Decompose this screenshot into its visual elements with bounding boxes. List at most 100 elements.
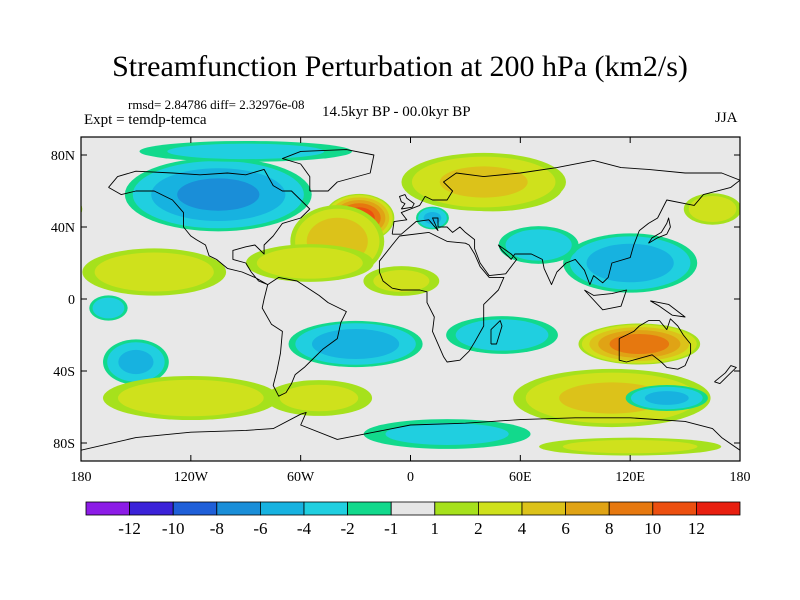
colorbar-label: 2 [474,519,483,538]
colorbar-swatch [608,501,654,516]
colorbar-label: -8 [210,519,224,538]
colorbar-swatch [303,501,348,516]
coastline-eurasia [391,159,740,286]
contour-level [311,328,400,360]
anomaly-south-pacific-ridge [102,376,279,420]
anomaly-southern-atlantic-low [288,320,423,368]
anomaly-field [81,140,740,456]
coastline-south-america [261,276,347,397]
contour-level [94,252,214,292]
anomaly-south-indian-ridge [513,368,711,428]
coastline-japan [648,217,671,244]
lon-tick-label: 60E [509,470,532,485]
contour-level [385,422,509,446]
anomaly-antarctic-low [363,419,531,449]
colorbar-label: -4 [297,519,312,538]
colorbar-label: 1 [431,519,440,538]
anomaly-australia-high [578,323,701,365]
colorbar-swatch [129,501,174,516]
period-label: 14.5kyr BP - 00.0kyr BP [322,104,471,120]
anomaly-eurasia-ridge [401,152,566,212]
colorbar-swatch [172,501,218,516]
colorbar-swatch [652,501,697,516]
anomaly-arctic-low [139,140,352,162]
anomaly-east-atlantic-tail [363,266,440,296]
contour-level [586,243,674,283]
colorbar-swatch [259,501,305,516]
contour-level [644,391,689,405]
colorbar-swatch [434,501,479,516]
contour-level [455,319,549,351]
anomaly-north-america-low [124,157,312,232]
coastline-british-isles [399,194,415,210]
contour-level [505,229,572,261]
lat-tick-label: 40N [51,221,75,236]
contour-level [609,333,670,355]
anomaly-mid-atlantic-ridge [245,244,374,282]
anomaly-central-asia-low [498,226,579,264]
anomaly-south-america-ridge [265,380,373,416]
season-label: JJA [715,110,738,126]
experiment-label: Expt = temdp-temca [84,112,207,128]
colorbar-label: -12 [118,519,141,538]
colorbar-swatch [565,501,610,516]
anomaly-south-pacific-low [103,339,169,385]
colorbar-label: -10 [162,519,185,538]
coastline-africa [378,231,505,363]
contour-level [439,166,528,198]
contour-level [177,178,260,211]
contour-level [92,297,125,319]
coastline-borneo-sumatra [584,289,627,311]
contour-level [117,379,264,417]
coastline-new-guinea [650,300,686,318]
lat-tick-label: 40S [53,365,75,380]
colorbar-swatch [390,501,436,516]
lat-tick-label: 80N [51,149,75,164]
colorbar-swatch [696,501,741,516]
colorbar-label: 10 [644,519,661,538]
contour-level [118,349,154,375]
colorbar-swatch [477,501,523,516]
lon-tick-label: 120W [174,470,209,485]
colorbar-swatch [216,501,261,516]
colorbar-label: -6 [253,519,267,538]
coastlines [81,149,740,451]
colorbar-swatch [85,501,130,516]
colorbar-swatch [521,501,566,516]
colorbar-swatch [347,501,392,516]
colorbar-label: 6 [561,519,570,538]
contour-level [373,269,430,293]
anomaly-south-indian-low [446,316,558,354]
anomaly-antarctic-ridge [539,437,722,456]
colorbar-label: -2 [341,519,355,538]
lon-tick-label: 60W [287,470,315,485]
coastline-greenland [281,149,375,192]
rmsd-stats: rmsd= 2.84786 diff= 2.32976e-08 [128,97,305,112]
lon-tick-label: 180 [730,470,751,485]
lat-tick-label: 80S [53,437,75,452]
lat-tick-label: 0 [68,293,75,308]
coastline-madagascar [490,320,503,345]
colorbar: -12 -10 -8 -6 -4 -2 -1 1 2 4 6 8 10 12 [85,501,741,538]
anomaly-southern-ocean-low [625,385,708,411]
coastline-new-zealand [714,365,737,385]
contour-level [256,247,363,279]
map-title: Streamfunction Perturbation at 200 hPa (… [112,50,688,83]
coastline-antarctica [81,411,740,451]
contour-level [81,204,83,214]
lon-tick-label: 180 [71,470,92,485]
contour-level [279,384,359,412]
anomaly-asia-pacific-low [563,233,698,293]
colorbar-label: 12 [688,519,705,538]
contour-level [562,439,698,454]
contour-level [167,143,325,160]
lon-tick-label: 0 [407,470,414,485]
coastline-north-america [108,168,311,286]
anomaly-tropical-pacific-low [89,295,128,321]
anomaly-east-pacific-ridge [82,248,227,296]
coastline-australia [618,318,692,370]
axis-ticks: 180 120W 60W 0 60E 120E 180 80N 40N 0 40S 80S [51,137,751,485]
colorbar-label: -1 [384,519,398,538]
colorbar-label: 8 [605,519,614,538]
